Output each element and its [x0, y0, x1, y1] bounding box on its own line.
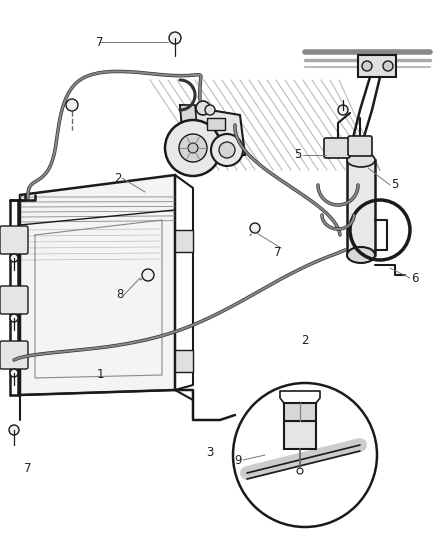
Polygon shape	[180, 105, 245, 160]
Circle shape	[211, 134, 243, 166]
Circle shape	[169, 32, 181, 44]
Circle shape	[165, 120, 221, 176]
Text: 7: 7	[96, 36, 104, 49]
FancyBboxPatch shape	[0, 341, 28, 369]
Text: 7: 7	[274, 246, 282, 259]
Circle shape	[233, 383, 377, 527]
Circle shape	[142, 269, 154, 281]
Circle shape	[66, 99, 78, 111]
Text: 2: 2	[114, 172, 122, 184]
FancyBboxPatch shape	[324, 138, 350, 158]
Text: 9: 9	[234, 454, 242, 466]
Ellipse shape	[347, 247, 375, 263]
Ellipse shape	[347, 153, 375, 167]
FancyBboxPatch shape	[0, 226, 28, 254]
Bar	[175, 350, 193, 372]
Text: 5: 5	[391, 179, 399, 191]
Text: 6: 6	[411, 271, 419, 285]
Circle shape	[297, 468, 303, 474]
Circle shape	[383, 61, 393, 71]
Text: 2: 2	[301, 334, 309, 346]
FancyBboxPatch shape	[348, 136, 372, 156]
Circle shape	[9, 425, 19, 435]
Circle shape	[205, 105, 215, 115]
Circle shape	[250, 223, 260, 233]
Circle shape	[10, 314, 18, 322]
Bar	[358, 55, 396, 77]
Bar	[284, 421, 316, 449]
FancyBboxPatch shape	[0, 286, 28, 314]
Circle shape	[188, 143, 198, 153]
Bar	[175, 230, 193, 252]
Circle shape	[10, 369, 18, 377]
Text: 3: 3	[206, 446, 214, 458]
Polygon shape	[180, 105, 200, 160]
Polygon shape	[20, 175, 175, 395]
Circle shape	[179, 134, 207, 162]
Circle shape	[10, 254, 18, 262]
Circle shape	[338, 105, 348, 115]
Polygon shape	[347, 160, 375, 255]
Circle shape	[362, 61, 372, 71]
Circle shape	[196, 101, 210, 115]
Text: 5: 5	[294, 149, 302, 161]
Text: 7: 7	[24, 462, 32, 474]
Bar	[207, 118, 225, 130]
Bar	[284, 403, 316, 421]
Circle shape	[219, 142, 235, 158]
Text: 1: 1	[96, 368, 104, 382]
Text: 8: 8	[117, 288, 124, 302]
